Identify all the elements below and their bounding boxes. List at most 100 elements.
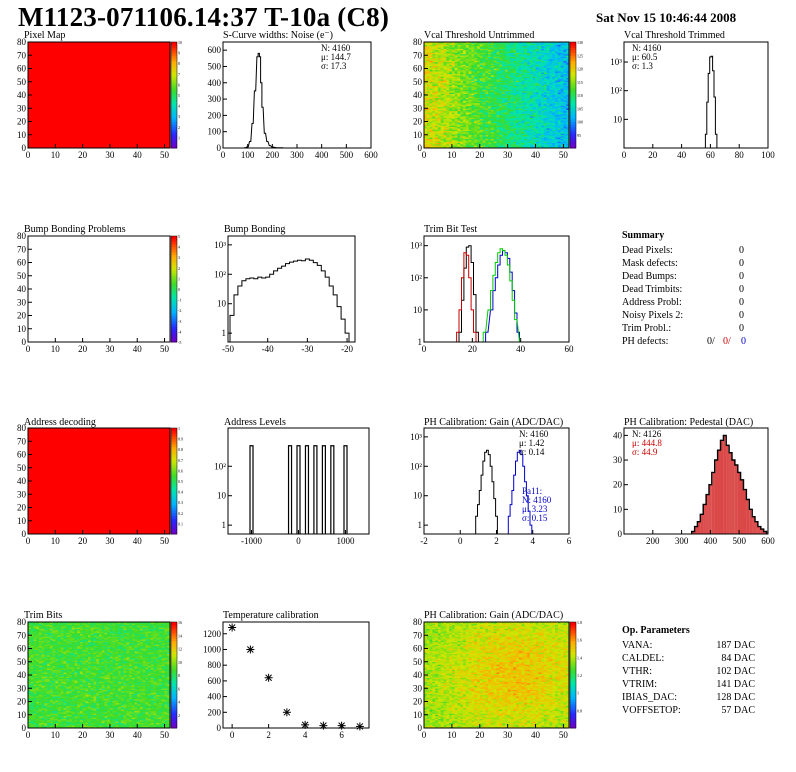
heatmap-cell [465,56,469,59]
heatmap-cell [496,53,500,56]
heatmap-cell [479,110,483,113]
heatmap-cell [493,49,497,52]
heatmap-cell [490,67,495,69]
heatmap-cell [440,42,444,44]
heatmap-cell [493,100,497,102]
heatmap-cell [468,88,472,91]
heatmap-cell [429,113,433,116]
heatmap-cell [454,110,458,113]
heatmap-cell [468,68,472,71]
heatmap-cell [457,98,461,101]
heatmap-cell [485,52,489,55]
y-tick-label: 10 [413,130,423,140]
heatmap-cell [476,68,481,71]
colorbar-tick-label: 0.1 [178,521,183,526]
heatmap-cell [493,48,497,51]
heatmap-cell [454,80,458,83]
heatmap-cell [468,57,472,60]
heatmap-cell [451,128,455,130]
heatmap-cell [476,101,481,104]
heatmap-cell [451,112,455,114]
heatmap-cell [474,56,478,59]
heatmap-cell [443,144,447,146]
heatmap-cell [504,118,508,121]
heatmap-cell [499,89,503,92]
heatmap-cell [488,81,492,84]
heatmap-cell [485,145,489,147]
heatmap-cell [499,116,503,118]
heatmap-cell [488,142,492,145]
histogram-bar [304,445,310,534]
heatmap-cell [499,132,503,134]
x-tick-label: 1000 [337,536,356,546]
heatmap-cell [465,44,469,47]
heatmap-cell [460,109,464,112]
heatmap-cell [463,122,467,125]
heatmap-cell [493,126,497,129]
heatmap-cell [463,116,467,118]
heatmap-cell [440,77,444,80]
heatmap-cell [443,134,447,137]
heatmap-cell [437,64,442,67]
heatmap-cell [424,133,428,136]
heatmap-cell [465,118,469,121]
y-tick-label: 70 [413,50,423,60]
colorbar-tick-label: 105 [577,106,583,111]
heatmap-cell [440,109,444,112]
heatmap-cell [437,81,442,84]
heatmap-cell [476,140,481,142]
heatmap-cell [449,49,453,52]
heatmap-cell [440,61,444,64]
heatmap-cell [443,76,447,79]
heatmap-cell [454,64,458,67]
heatmap-cell [443,77,447,80]
heatmap-cell [476,125,481,128]
heatmap-cell [457,108,461,110]
heatmap-cell [460,93,464,96]
heatmap-cell [460,126,464,129]
heatmap-cell [426,97,430,100]
heatmap-cell [504,75,508,77]
heatmap-cell [479,77,483,80]
heatmap-cell [429,141,433,144]
heatmap-cell [482,145,486,147]
heatmap-cell [502,145,506,147]
heatmap-cell [496,136,500,138]
heatmap-cell [457,60,461,63]
heatmap-cell [474,80,478,83]
heatmap-cell [496,60,500,63]
heatmap-cell [504,121,508,124]
heatmap-cell [440,83,444,85]
heatmap-cell [465,89,469,92]
heatmap-cell [437,68,442,71]
heatmap-cell [471,51,475,53]
heatmap-cell [496,69,500,72]
heatmap-cell [463,121,467,124]
heatmap-cell [435,117,439,120]
heatmap-cell [502,49,506,52]
heatmap-cell [465,112,469,114]
heatmap-cell [463,96,467,98]
heatmap-cell [451,101,455,104]
heatmap-cell [437,138,442,141]
heatmap-cell [426,142,430,145]
heatmap-cell [496,140,500,142]
heatmap-cell [465,114,469,117]
heatmap-cell [437,106,442,109]
heatmap-cell [485,98,489,101]
heatmap-cell [426,102,430,105]
heatmap-cell [502,140,506,142]
heatmap-cell [440,117,444,120]
y-tick-label: 10 [17,324,27,334]
heatmap-cell [437,60,442,63]
heatmap-cell [435,69,439,72]
heatmap-cell [493,121,497,124]
heatmap-cell [496,128,500,130]
heatmap-cell [499,88,503,91]
heatmap-cell [446,146,450,149]
heatmap-cell [424,53,428,56]
heatmap-cell [463,69,467,72]
heatmap-cell [471,97,475,100]
heatmap-cell [485,76,489,79]
